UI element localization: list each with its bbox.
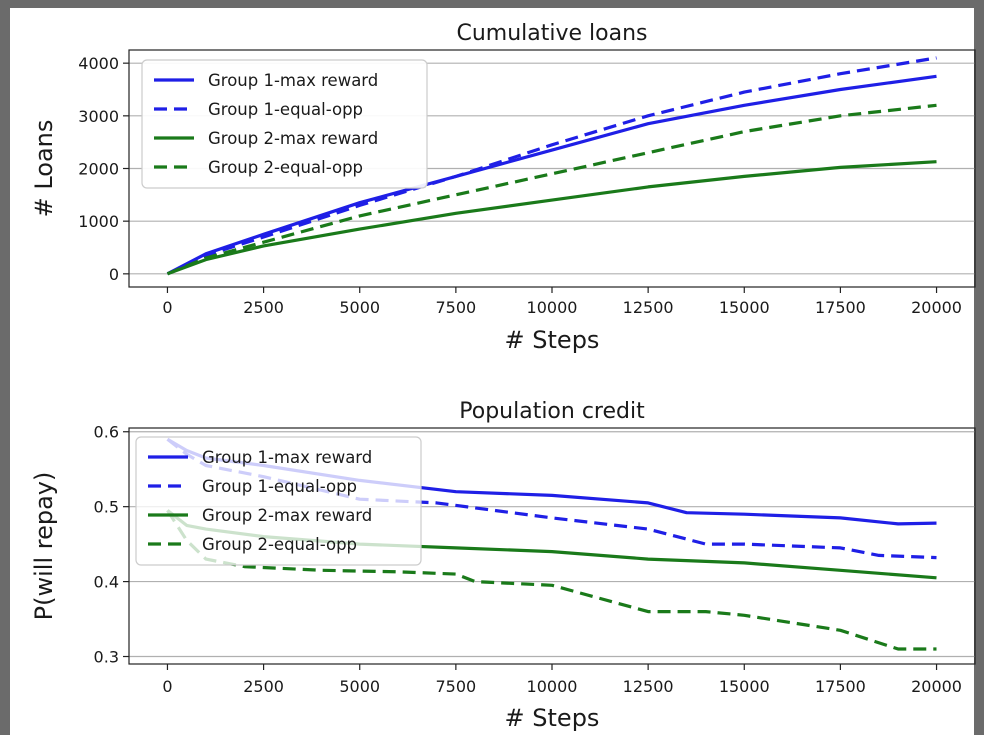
y-tick-label: 0.3: [94, 648, 119, 667]
legend-label-1: Group 1-max reward: [202, 448, 372, 467]
x-tick-label: 12500: [623, 298, 674, 317]
chart-title: Cumulative loans: [456, 21, 647, 46]
y-tick-label: 1000: [78, 212, 119, 231]
x-tick-label: 0: [162, 677, 172, 696]
x-tick-label: 2500: [243, 677, 284, 696]
legend-label-3: Group 2-max reward: [208, 129, 378, 148]
series-line-4: [166, 103, 937, 276]
y-tick-label: 0.4: [94, 573, 119, 592]
y-tick-label: 0.5: [94, 498, 119, 517]
x-tick-label: 17500: [815, 298, 866, 317]
legend-label-4: Group 2-equal-opp: [202, 535, 357, 554]
x-tick-label: 10000: [527, 677, 578, 696]
y-axis-label: # Loans: [30, 120, 58, 218]
series-line-3: [166, 160, 937, 276]
series-line-4: [166, 509, 937, 651]
y-tick-label: 0.6: [94, 423, 119, 442]
y-tick-label: 3000: [78, 107, 119, 126]
x-tick-label: 5000: [339, 677, 380, 696]
x-tick-label: 2500: [243, 298, 284, 317]
chart-title: Population credit: [459, 399, 645, 424]
y-axis-label: P(will repay): [30, 472, 58, 621]
x-tick-label: 7500: [436, 677, 477, 696]
x-tick-label: 15000: [719, 298, 770, 317]
legend-box: [141, 59, 428, 189]
legend-label-1: Group 1-max reward: [208, 71, 378, 90]
y-tick-label: 4000: [78, 54, 119, 73]
y-tick-label: 0: [109, 265, 119, 284]
x-tick-label: 7500: [436, 298, 477, 317]
legend-label-4: Group 2-equal-opp: [208, 158, 363, 177]
x-tick-label: 12500: [623, 677, 674, 696]
x-tick-label: 20000: [911, 298, 962, 317]
legend-box: [135, 436, 422, 566]
legend-label-2: Group 1-equal-opp: [202, 477, 357, 496]
x-tick-label: 10000: [527, 298, 578, 317]
legend-label-3: Group 2-max reward: [202, 506, 372, 525]
x-tick-label: 17500: [815, 677, 866, 696]
series-line-1: [166, 74, 937, 276]
x-tick-label: 0: [162, 298, 172, 317]
legend-label-2: Group 1-equal-opp: [208, 100, 363, 119]
x-axis-label: # Steps: [505, 326, 600, 354]
x-tick-label: 15000: [719, 677, 770, 696]
y-tick-label: 2000: [78, 160, 119, 179]
series-line-2: [166, 56, 937, 276]
x-axis-label: # Steps: [505, 704, 600, 732]
x-tick-label: 20000: [911, 677, 962, 696]
x-tick-label: 5000: [339, 298, 380, 317]
